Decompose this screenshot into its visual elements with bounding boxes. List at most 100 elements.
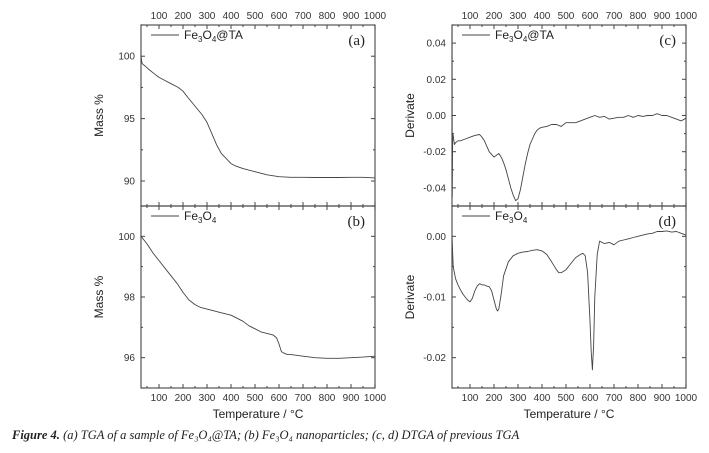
y-axis-title: Mass % bbox=[92, 94, 106, 137]
x-tick-label: 300 bbox=[510, 11, 527, 22]
x-tick-label: 100 bbox=[462, 11, 479, 22]
y-tick-label: -0.02 bbox=[423, 147, 446, 158]
x-tick-label: 600 bbox=[582, 393, 599, 404]
x-tick-label: 100 bbox=[151, 11, 168, 22]
legend-text-part: O bbox=[513, 28, 522, 42]
panel-a: 100 200 300 400 500 600 700 800 900 1000 90 95 100 Ma… bbox=[92, 11, 387, 207]
x-tick-label: 500 bbox=[247, 11, 264, 22]
x-tick-label: 200 bbox=[486, 11, 503, 22]
legend: Fe3O4@TA bbox=[462, 28, 554, 44]
legend-entry: Fe3O4 bbox=[495, 209, 528, 225]
panel-label: (d) bbox=[659, 214, 677, 230]
x-tick-label: 400 bbox=[223, 393, 240, 404]
caption-text: (a) TGA of a sample of Fe₃O₄@TA; (b) Fe₃… bbox=[59, 428, 520, 442]
y-tick-label: 100 bbox=[118, 232, 135, 243]
x-tick-label: 500 bbox=[558, 11, 575, 22]
axes-frame bbox=[140, 205, 376, 389]
legend-entry: Fe3O4@TA bbox=[495, 28, 554, 44]
x-tick-label: 400 bbox=[534, 11, 551, 22]
y-axis-title: Derivate bbox=[403, 274, 417, 319]
x-tick-label: 700 bbox=[295, 393, 312, 404]
legend-subscript: 4 bbox=[212, 35, 217, 44]
x-tick-label: 800 bbox=[319, 11, 336, 22]
legend-text-part: @TA bbox=[527, 28, 554, 42]
figure-caption: Figure 4. (a) TGA of a sample of Fe₃O₄@T… bbox=[12, 428, 519, 443]
y-tick-label: -0.01 bbox=[423, 293, 446, 304]
x-tick-label: 800 bbox=[630, 11, 647, 22]
legend-entry: Fe3O4@TA bbox=[184, 28, 243, 44]
x-tick-label: 100 bbox=[151, 393, 168, 404]
y-tick-label: 98 bbox=[124, 293, 136, 304]
series-line-fe3o4-ta bbox=[141, 56, 375, 179]
x-tick-label: 300 bbox=[199, 11, 216, 22]
y-tick-label: 0.02 bbox=[427, 75, 447, 86]
legend-text-part: Fe bbox=[495, 28, 509, 42]
y-tick-label: 90 bbox=[124, 177, 136, 188]
series-line-fe3o4-ta bbox=[452, 25, 686, 202]
x-ticks bbox=[457, 25, 687, 206]
x-tick-label: 900 bbox=[343, 11, 360, 22]
legend-subscript: 3 bbox=[198, 216, 203, 225]
y-tick-label: 96 bbox=[124, 353, 136, 364]
x-tick-label: 600 bbox=[271, 11, 288, 22]
x-tick-label: 700 bbox=[295, 11, 312, 22]
x-tick-label: 600 bbox=[271, 393, 288, 404]
caption-label: Figure 4. bbox=[12, 428, 60, 442]
legend-text-part: O bbox=[513, 209, 522, 223]
y-tick-label: 0.00 bbox=[427, 111, 447, 122]
x-ticks bbox=[146, 25, 376, 206]
panel-c: 100 200 300 400 500 600 700 800 900 1000 -0.04 -0.0… bbox=[403, 11, 698, 207]
x-tick-label: 1000 bbox=[675, 11, 698, 22]
x-tick-label: 400 bbox=[223, 11, 240, 22]
x-tick-label: 200 bbox=[175, 11, 192, 22]
y-tick-label: 0.04 bbox=[427, 39, 447, 50]
y-ticks bbox=[452, 205, 686, 389]
x-tick-label: 500 bbox=[558, 393, 575, 404]
y-axis-title: Derivate bbox=[403, 93, 417, 138]
x-axis-title: Temperature / °C bbox=[524, 407, 615, 421]
x-tick-label: 300 bbox=[199, 393, 216, 404]
legend: Fe3O4 bbox=[462, 209, 528, 225]
panel-d: 100 200 300 400 500 600 700 800 900 1000 -0.02 -0.0… bbox=[403, 205, 698, 421]
legend-subscript: 3 bbox=[509, 35, 514, 44]
panel-b: 100 200 300 400 500 600 700 800 900 1000 96 98 100 Ma… bbox=[92, 205, 387, 421]
legend: Fe3O4@TA bbox=[151, 28, 243, 44]
x-tick-label: 800 bbox=[319, 393, 336, 404]
y-tick-label: 100 bbox=[118, 52, 135, 63]
x-tick-label: 900 bbox=[654, 11, 671, 22]
x-tick-label: 1000 bbox=[364, 11, 387, 22]
legend-subscript: 4 bbox=[523, 35, 528, 44]
x-tick-label: 500 bbox=[247, 393, 264, 404]
x-ticks bbox=[457, 206, 687, 388]
x-tick-label: 300 bbox=[510, 393, 527, 404]
legend-text-part: Fe bbox=[184, 209, 198, 223]
x-tick-label: 200 bbox=[486, 393, 503, 404]
x-tick-label: 700 bbox=[606, 11, 623, 22]
y-ticks bbox=[141, 205, 375, 389]
y-axis-title: Mass % bbox=[92, 275, 106, 318]
x-tick-label: 900 bbox=[654, 393, 671, 404]
legend-text-part: O bbox=[202, 28, 211, 42]
x-tick-label: 700 bbox=[606, 393, 623, 404]
legend-entry: Fe3O4 bbox=[184, 209, 217, 225]
y-tick-label: 0.00 bbox=[427, 232, 447, 243]
legend-subscript: 3 bbox=[198, 35, 203, 44]
y-tick-label: 95 bbox=[124, 114, 136, 125]
legend-subscript: 4 bbox=[212, 216, 217, 225]
legend-text-part: Fe bbox=[184, 28, 198, 42]
y-tick-label: -0.02 bbox=[423, 353, 446, 364]
x-axis-title: Temperature / °C bbox=[213, 407, 304, 421]
series-line-fe3o4 bbox=[452, 230, 686, 371]
legend-text-part: @TA bbox=[216, 28, 243, 42]
x-tick-label: 600 bbox=[582, 11, 599, 22]
x-tick-label: 100 bbox=[462, 393, 479, 404]
legend-text-part: Fe bbox=[495, 209, 509, 223]
legend: Fe3O4 bbox=[151, 209, 217, 225]
legend-text-part: O bbox=[202, 209, 211, 223]
panel-label: (b) bbox=[348, 214, 366, 230]
axes-frame bbox=[140, 24, 376, 207]
series-line-fe3o4 bbox=[141, 236, 375, 359]
y-tick-label: -0.04 bbox=[423, 183, 446, 194]
x-tick-label: 800 bbox=[630, 393, 647, 404]
